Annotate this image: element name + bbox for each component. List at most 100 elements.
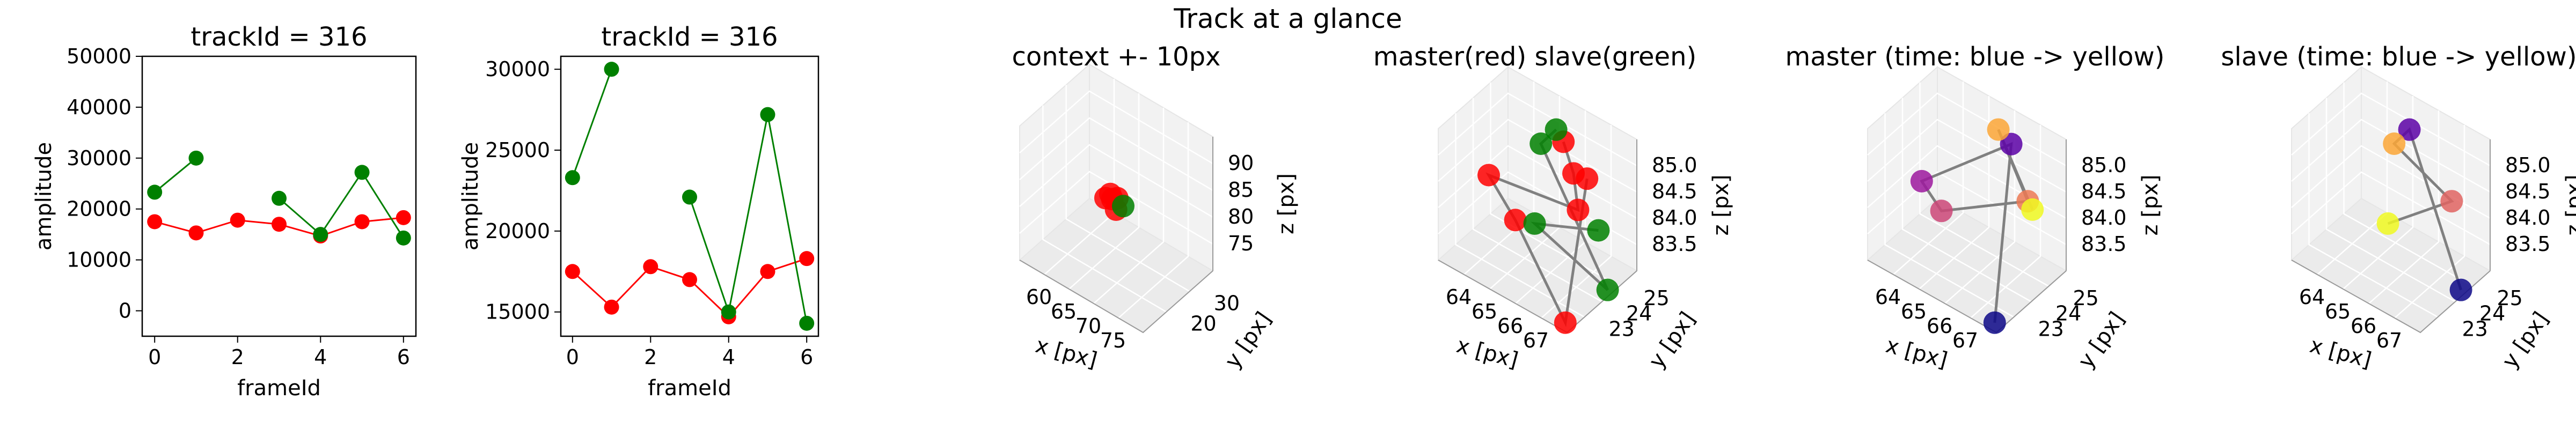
x-tick-label: 0	[566, 345, 579, 369]
grid-line	[1901, 98, 2032, 302]
grid-line	[1438, 119, 1637, 193]
data-point	[147, 214, 163, 230]
data-point	[188, 150, 204, 166]
grid-line	[1472, 98, 1602, 302]
y-tick-label: 24	[2055, 302, 2081, 326]
y-tick-label: 0	[119, 299, 131, 323]
data-point	[565, 170, 580, 186]
grid-line	[1884, 113, 2015, 318]
scatter-point	[1477, 164, 1500, 187]
data-point	[230, 212, 245, 228]
grid-line	[1019, 171, 1213, 245]
z-tick-label: 85	[1228, 178, 1254, 202]
scatter-point	[1554, 311, 1577, 334]
x-tick-label: 66	[1497, 314, 1523, 338]
scatter-point	[1504, 209, 1527, 232]
x-axis-label: x [px]	[2307, 333, 2374, 373]
scatter-point	[1587, 219, 1610, 242]
series-line	[689, 114, 808, 324]
y-tick-label: 20	[1190, 312, 1216, 336]
chart-title: context +- 10px	[1012, 42, 1221, 72]
grid-line	[1970, 125, 2041, 319]
scatter-point	[2376, 212, 2399, 235]
x-tick-label: 75	[1100, 329, 1126, 352]
z-tick-label: 83.5	[2505, 232, 2551, 256]
scatter-point	[1545, 118, 1568, 141]
grid-line	[1019, 117, 1213, 191]
axis-edge	[1019, 260, 1213, 334]
y-tick-label: 30	[1214, 291, 1240, 315]
series-line	[279, 171, 405, 239]
grid-line	[2325, 98, 2456, 302]
x-tick-label: 65	[1051, 300, 1077, 323]
z-axis-label: z [px]	[1274, 173, 1299, 234]
x-axis-label: frameId	[237, 376, 321, 401]
x-tick-label: 65	[1901, 300, 1927, 323]
scatter-point	[2021, 198, 2044, 221]
y-tick-label: 25000	[485, 138, 550, 162]
x-tick-label: 6	[800, 345, 813, 369]
y-tick-label: 25	[2497, 286, 2523, 310]
data-point	[272, 190, 287, 206]
z-tick-label: 84.0	[2505, 206, 2551, 230]
x-tick-label: 65	[2325, 300, 2351, 323]
grid-line	[1019, 90, 1213, 165]
grid-line	[1019, 144, 1213, 218]
z-axis-label: z [px]	[1709, 175, 1733, 236]
scatter-point	[2398, 118, 2421, 141]
scatter-point	[1596, 278, 1619, 301]
z-tick-label: 80	[1228, 205, 1254, 228]
data-point	[354, 214, 370, 230]
y-tick-label: 23	[1609, 317, 1635, 341]
scatter-point	[1576, 167, 1599, 190]
grid-line	[2291, 171, 2491, 246]
scatter-point	[1111, 195, 1135, 218]
y-tick-label: 30000	[67, 146, 131, 170]
y-axis-label: y [px]	[2074, 307, 2130, 373]
y-tick-label: 25	[1644, 286, 1670, 310]
z-tick-label: 84.5	[2505, 180, 2551, 203]
y-tick-label: 30000	[485, 57, 550, 81]
z-axis-label: z [px]	[2138, 175, 2163, 236]
y-tick-label: 50000	[67, 45, 131, 68]
x-tick-label: 64	[2299, 285, 2325, 309]
z-tick-label: 85.0	[2081, 153, 2127, 177]
line-chart-1: trackId = 316 0 2 4 6 0 10000 20000 30000 40000 50…	[32, 22, 417, 401]
z-tick-label: 85.0	[1652, 153, 1697, 177]
x-tick-label: 64	[1875, 285, 1901, 309]
grid-line	[2291, 119, 2491, 193]
grid-line	[1455, 113, 1585, 318]
grid-line	[2308, 113, 2439, 318]
data-point	[396, 210, 411, 225]
chart-title: trackId = 316	[191, 22, 367, 52]
y-tick-label: 25	[2073, 286, 2099, 310]
grid-line	[2343, 82, 2473, 287]
data-point	[760, 264, 775, 279]
axes-frame	[560, 55, 819, 337]
data-point	[396, 230, 411, 246]
x-tick-label: 4	[722, 345, 735, 369]
data-point	[188, 225, 204, 241]
z-axis-label: z [px]	[2562, 175, 2576, 236]
x-tick-label: 2	[231, 345, 244, 369]
x-axis-label: frameId	[648, 376, 731, 401]
x-tick-label: 67	[2376, 329, 2402, 352]
x-tick-label: 2	[644, 345, 657, 369]
scatter-point	[2383, 132, 2406, 155]
scatter-point	[1567, 198, 1590, 221]
z-tick-label: 75	[1228, 232, 1254, 255]
scatter-point	[1910, 169, 1933, 193]
chart-title: master(red) slave(green)	[1373, 42, 1696, 72]
data-point	[313, 227, 328, 242]
data-point	[799, 315, 815, 331]
data-point	[604, 62, 619, 77]
y-axis-label: y [px]	[1644, 307, 1701, 373]
grid-line	[1438, 92, 1637, 167]
axes-frame	[141, 55, 417, 337]
scatter-point	[2449, 278, 2472, 301]
grid-line	[1042, 105, 1167, 313]
data-point	[721, 304, 736, 320]
